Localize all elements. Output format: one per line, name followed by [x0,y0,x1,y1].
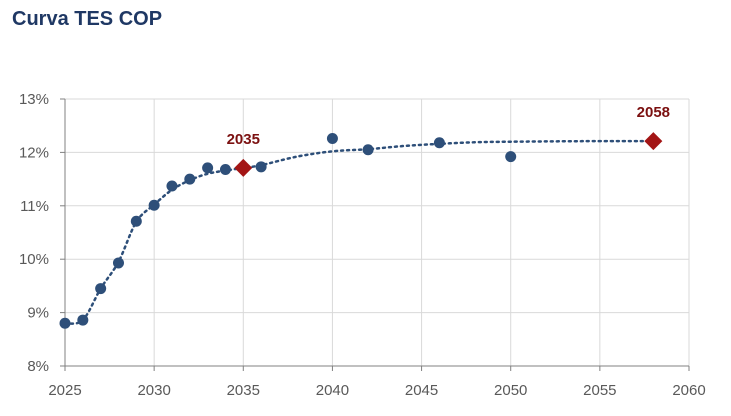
circle-marker [219,163,231,175]
circle-marker [202,162,214,174]
x-tick-label: 2025 [48,382,81,399]
circle-marker [505,151,517,163]
y-tick-label: 12% [19,144,49,161]
circle-marker [326,133,338,145]
y-tick-label: 11% [20,198,49,215]
y-tick-label: 8% [27,358,49,375]
circle-marker [166,180,178,192]
circle-marker [95,283,107,295]
circle-marker [130,215,142,227]
circle-marker [77,314,89,326]
point-annotation: 2035 [227,131,260,148]
circle-marker [433,137,445,149]
circle-marker [362,144,374,156]
y-tick-label: 13% [19,91,49,108]
point-annotation: 2058 [637,104,670,121]
x-tick-label: 2055 [583,382,616,399]
x-tick-label: 2060 [672,382,705,399]
y-tick-label: 10% [19,251,49,268]
trendline [63,139,655,325]
x-tick-label: 2035 [227,382,260,399]
circle-marker [59,317,71,329]
circle-marker [112,257,124,269]
diamond-marker [644,132,663,151]
data-points [59,132,663,329]
tick-labels: 8% 9% 10% 11% 12% 13% 2025 2030 2035 2040 2045 2050… [19,91,706,399]
x-tick-label: 2040 [316,382,349,399]
circle-marker [184,173,196,185]
x-tick-label: 2030 [137,382,170,399]
grid-lines [64,98,690,367]
x-tick-label: 2045 [405,382,438,399]
circle-marker [255,161,267,173]
annotations: 2035 2058 [227,104,670,148]
chart-title: Curva TES COP [12,8,163,30]
x-tick-label: 2050 [494,382,527,399]
y-tick-label: 9% [27,305,49,322]
circle-marker [148,199,160,211]
diamond-marker [234,158,253,177]
